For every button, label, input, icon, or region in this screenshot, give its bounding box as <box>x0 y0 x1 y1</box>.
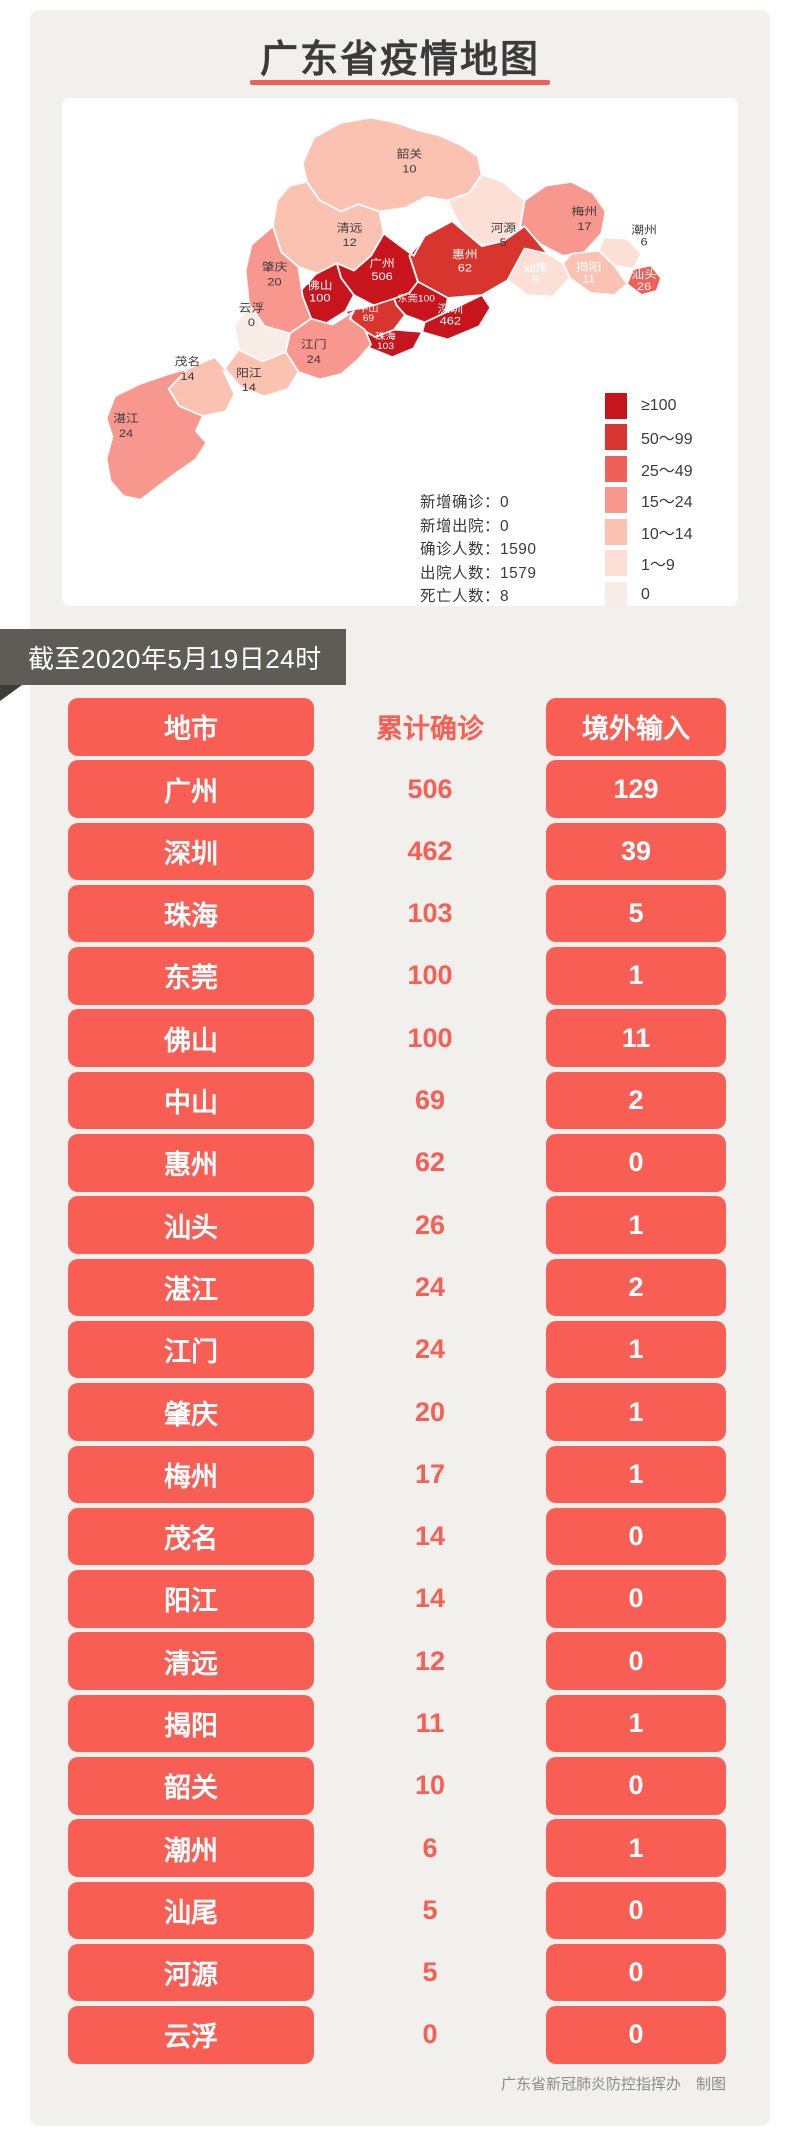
svg-text:江门: 江门 <box>301 337 327 351</box>
svg-text:14: 14 <box>180 370 195 383</box>
svg-text:云浮: 云浮 <box>239 301 265 314</box>
svg-text:17: 17 <box>577 220 592 233</box>
svg-text:佛山: 佛山 <box>307 279 333 292</box>
svg-text:河源: 河源 <box>490 221 516 234</box>
svg-text:惠州: 惠州 <box>452 248 478 261</box>
svg-text:潮州: 潮州 <box>631 223 657 237</box>
svg-text:广州: 广州 <box>369 257 395 270</box>
svg-text:清远: 清远 <box>337 221 363 234</box>
svg-text:11: 11 <box>582 272 596 285</box>
svg-text:24: 24 <box>119 427 134 440</box>
svg-text:肇庆: 肇庆 <box>262 260 288 274</box>
svg-text:20: 20 <box>267 275 282 288</box>
svg-text:103: 103 <box>377 342 394 352</box>
svg-text:韶关: 韶关 <box>397 146 423 160</box>
svg-text:珠海: 珠海 <box>375 331 396 342</box>
svg-text:506: 506 <box>371 270 393 283</box>
svg-text:100: 100 <box>309 291 331 304</box>
svg-text:5: 5 <box>500 236 507 249</box>
svg-text:26: 26 <box>637 280 652 293</box>
svg-text:湛江: 湛江 <box>113 412 139 425</box>
svg-text:中山: 中山 <box>358 303 378 314</box>
svg-text:14: 14 <box>242 381 257 394</box>
svg-text:揭阳: 揭阳 <box>576 260 602 274</box>
svg-text:茂名: 茂名 <box>175 354 201 368</box>
svg-text:12: 12 <box>343 236 358 249</box>
svg-text:6: 6 <box>641 235 648 248</box>
svg-text:0: 0 <box>248 316 255 329</box>
svg-text:62: 62 <box>458 261 473 274</box>
svg-text:5: 5 <box>532 273 539 286</box>
svg-text:梅州: 梅州 <box>572 204 598 218</box>
svg-text:24: 24 <box>307 353 322 366</box>
svg-text:462: 462 <box>440 314 462 327</box>
svg-text:10: 10 <box>402 162 417 175</box>
svg-text:阳江: 阳江 <box>236 366 262 379</box>
svg-text:东莞100: 东莞100 <box>397 293 435 304</box>
svg-text:69: 69 <box>363 313 374 323</box>
